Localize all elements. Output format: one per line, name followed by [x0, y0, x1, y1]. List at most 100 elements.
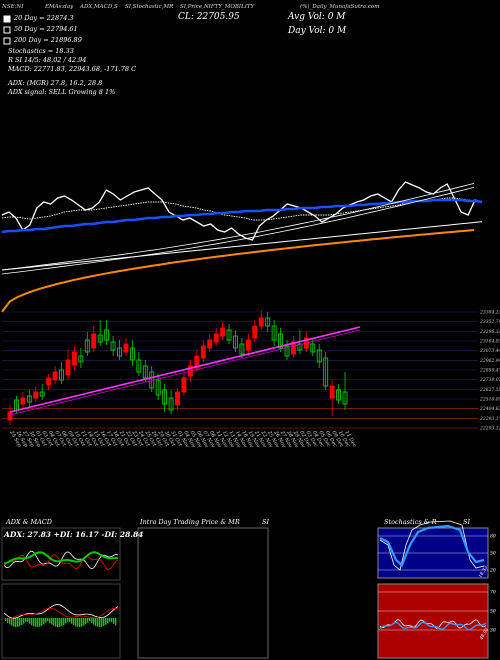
macd-histogram-bar — [103, 618, 105, 627]
price-tick: 22627.55 — [479, 387, 500, 393]
candle-body — [91, 333, 97, 349]
macd-histogram-bar — [51, 618, 53, 625]
price-tick: 22404.62 — [479, 406, 500, 412]
candle-body — [194, 355, 200, 369]
ema50-line — [1, 198, 483, 234]
candle-body — [310, 343, 316, 353]
macd-histogram-bar — [27, 618, 29, 622]
candle-body — [336, 389, 342, 401]
macd-histogram-bar — [89, 618, 91, 622]
candle-body — [162, 389, 168, 405]
candle-body — [136, 359, 142, 373]
macd-histogram-bar — [35, 618, 37, 627]
ema200-line — [1, 221, 483, 271]
ema20-line — [1, 197, 483, 221]
rsi-tick: 30 — [490, 628, 496, 634]
macd-histogram-bar — [69, 618, 71, 623]
main-chart: 23384.24 23352.74 23296.32 23184.93 23073.44… — [1, 181, 500, 449]
candle-body — [104, 329, 110, 341]
ema-lines — [1, 181, 483, 313]
header-item: SI,Stochastic,MR — [125, 4, 174, 10]
macd-histogram-bar — [113, 618, 115, 624]
rsi-tick: 50 — [490, 609, 496, 615]
price-tick: 23184.93 — [479, 339, 500, 345]
macd-histogram-bar — [91, 618, 93, 623]
candle-body — [252, 325, 258, 339]
stoch-value: 18.33 — [478, 565, 490, 579]
price-tick: 23296.32 — [479, 329, 500, 335]
macd-histogram-bar — [81, 618, 83, 627]
stoch-k-line — [379, 520, 485, 571]
ema50-label: 50 Day = 22794.61 — [14, 25, 78, 33]
macd-line — [3, 604, 119, 619]
macd-histogram-bar — [99, 618, 101, 627]
candle-body — [220, 327, 226, 337]
header-item: (%)_Daily_MunafaSutra.com — [300, 4, 380, 10]
macd-histogram-bar — [15, 618, 17, 627]
macd-histogram-bar — [9, 618, 11, 625]
macd-histogram-bar — [23, 618, 25, 624]
macd-histogram-bar — [85, 618, 87, 625]
price-tick: 22293.12 — [479, 426, 500, 432]
macd-histogram-bar — [71, 618, 73, 624]
price-tick: 22516.09 — [479, 397, 500, 403]
trend-line-upper — [9, 326, 361, 413]
trend-line-lower — [9, 329, 361, 416]
candle-body — [316, 349, 322, 363]
adx-macd-title: ADX & MACD — [6, 518, 52, 526]
macd-histogram-bar — [33, 618, 35, 627]
price-tick: 22293.17 — [479, 416, 500, 422]
candle-body — [239, 343, 245, 355]
candle-body — [258, 317, 264, 327]
macd-histogram-bar — [21, 618, 23, 626]
candles — [7, 310, 361, 425]
candle-body — [297, 343, 303, 351]
intraday-panel-frame — [137, 527, 269, 659]
candle-body — [226, 329, 232, 341]
day-volume: Day Vol: 0 M — [288, 26, 347, 36]
header-item: NSE:NI — [2, 4, 24, 10]
candle-body — [26, 395, 32, 403]
macd-histogram-bar — [101, 618, 103, 627]
stoch-tick: 50 — [490, 551, 496, 557]
ema50-swatch — [3, 26, 11, 34]
macd-histogram-bar — [97, 618, 99, 627]
intraday-title-suffix: SI — [262, 518, 270, 526]
macd-histogram-bar — [79, 618, 81, 627]
macd-histogram-bar — [29, 618, 31, 624]
candle-body — [213, 333, 219, 343]
macd-histogram-bar — [31, 618, 33, 626]
candle-body — [59, 369, 64, 381]
stochastics-title-suffix: SI — [463, 518, 471, 526]
candle-body — [278, 333, 284, 349]
macd-histogram-bar — [59, 618, 61, 627]
candle-body — [271, 325, 277, 341]
plus-di-line — [3, 551, 119, 565]
candle-body — [200, 345, 206, 359]
macd-histogram-bar — [65, 618, 67, 624]
candle-body — [52, 371, 58, 381]
price-tick: 22850.47 — [479, 368, 500, 374]
macd-histogram-bar — [39, 618, 41, 627]
macd-histogram-bar — [115, 618, 117, 626]
candle-body — [46, 377, 52, 386]
stoch-tick: 20 — [489, 568, 496, 574]
rsi-panel-frame — [377, 583, 489, 659]
candle-body — [181, 377, 187, 393]
candle-body — [175, 391, 180, 406]
macd-histogram-bar — [63, 618, 65, 625]
envelope-upper-line — [1, 183, 475, 271]
price-tick: 22962.94 — [479, 358, 500, 364]
price-line — [1, 181, 483, 241]
ema-long-line — [1, 229, 475, 313]
macd-histogram-bar — [19, 618, 21, 627]
macd-label: MACD: 22771.83, 22943.68, -171.78 C — [8, 65, 137, 73]
macd-signal-line — [3, 607, 119, 620]
macd-histogram-bar — [95, 618, 97, 626]
adx-label: ADX: (MGR) 27.8, 16.2, 28.8 — [8, 79, 103, 87]
candle-body — [329, 385, 335, 399]
candle-body — [265, 317, 271, 327]
candle-body — [123, 343, 129, 353]
